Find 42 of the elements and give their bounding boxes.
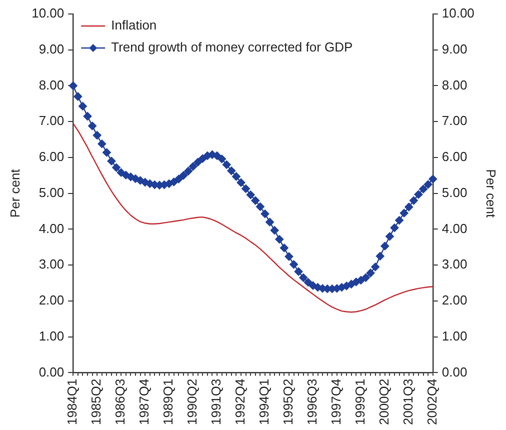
x-tick-label: 1999Q1: [352, 378, 368, 426]
x-tick-label: 1997Q4: [328, 378, 344, 426]
legend-label: Inflation: [111, 18, 157, 33]
y2-tick-label: 3.00: [442, 256, 468, 272]
x-tick-label: 1992Q4: [232, 378, 248, 426]
y-tick-label: 7.00: [38, 113, 64, 128]
y2-tick-label: 7.00: [442, 113, 468, 128]
x-tick-label: 1994Q1: [256, 378, 272, 426]
x-tick-label: 2002Q4: [424, 378, 440, 426]
y-tick-label: 5.00: [38, 184, 64, 200]
y2-tick-label: 8.00: [442, 77, 468, 92]
x-tick-label: 1989Q1: [160, 378, 176, 426]
x-tick-label: 2001Q3: [400, 378, 416, 426]
y-tick-label: 10.00: [32, 6, 64, 21]
y-tick-label: 1.00: [38, 328, 64, 344]
y2-tick-label: 2.00: [442, 292, 468, 308]
x-tick-label: 1995Q2: [280, 378, 296, 426]
y-tick-label: 4.00: [38, 220, 64, 236]
y2-tick-label: 5.00: [442, 184, 468, 200]
y-axis-title: Per cent: [7, 168, 22, 218]
y2-tick-label: 1.00: [442, 328, 468, 344]
x-tick-label: 1990Q2: [184, 378, 200, 426]
x-tick-label: 1985Q2: [88, 378, 104, 426]
y2-axis-title: Per cent: [484, 169, 499, 218]
x-tick-label: 2000Q2: [376, 378, 392, 426]
y2-tick-label: 4.00: [442, 220, 468, 236]
y-tick-label: 9.00: [38, 41, 64, 56]
x-tick-label: 1984Q1: [64, 378, 80, 426]
y2-tick-label: 6.00: [442, 149, 468, 164]
y-tick-label: 8.00: [38, 77, 64, 92]
y-tick-label: 0.00: [38, 364, 64, 380]
legend-label: Trend growth of money corrected for GDP: [111, 40, 353, 55]
y2-tick-label: 9.00: [442, 41, 468, 56]
y-tick-label: 3.00: [38, 256, 64, 272]
x-tick-label: 1991Q3: [208, 378, 224, 426]
x-tick-label: 1986Q3: [112, 378, 128, 426]
x-tick-label: 1996Q3: [304, 378, 320, 426]
y-tick-label: 6.00: [38, 149, 64, 164]
y2-tick-label: 10.00: [442, 6, 474, 21]
y-tick-label: 2.00: [38, 292, 64, 308]
x-tick-label: 1987Q4: [136, 378, 152, 426]
y2-tick-label: 0.00: [442, 364, 468, 380]
